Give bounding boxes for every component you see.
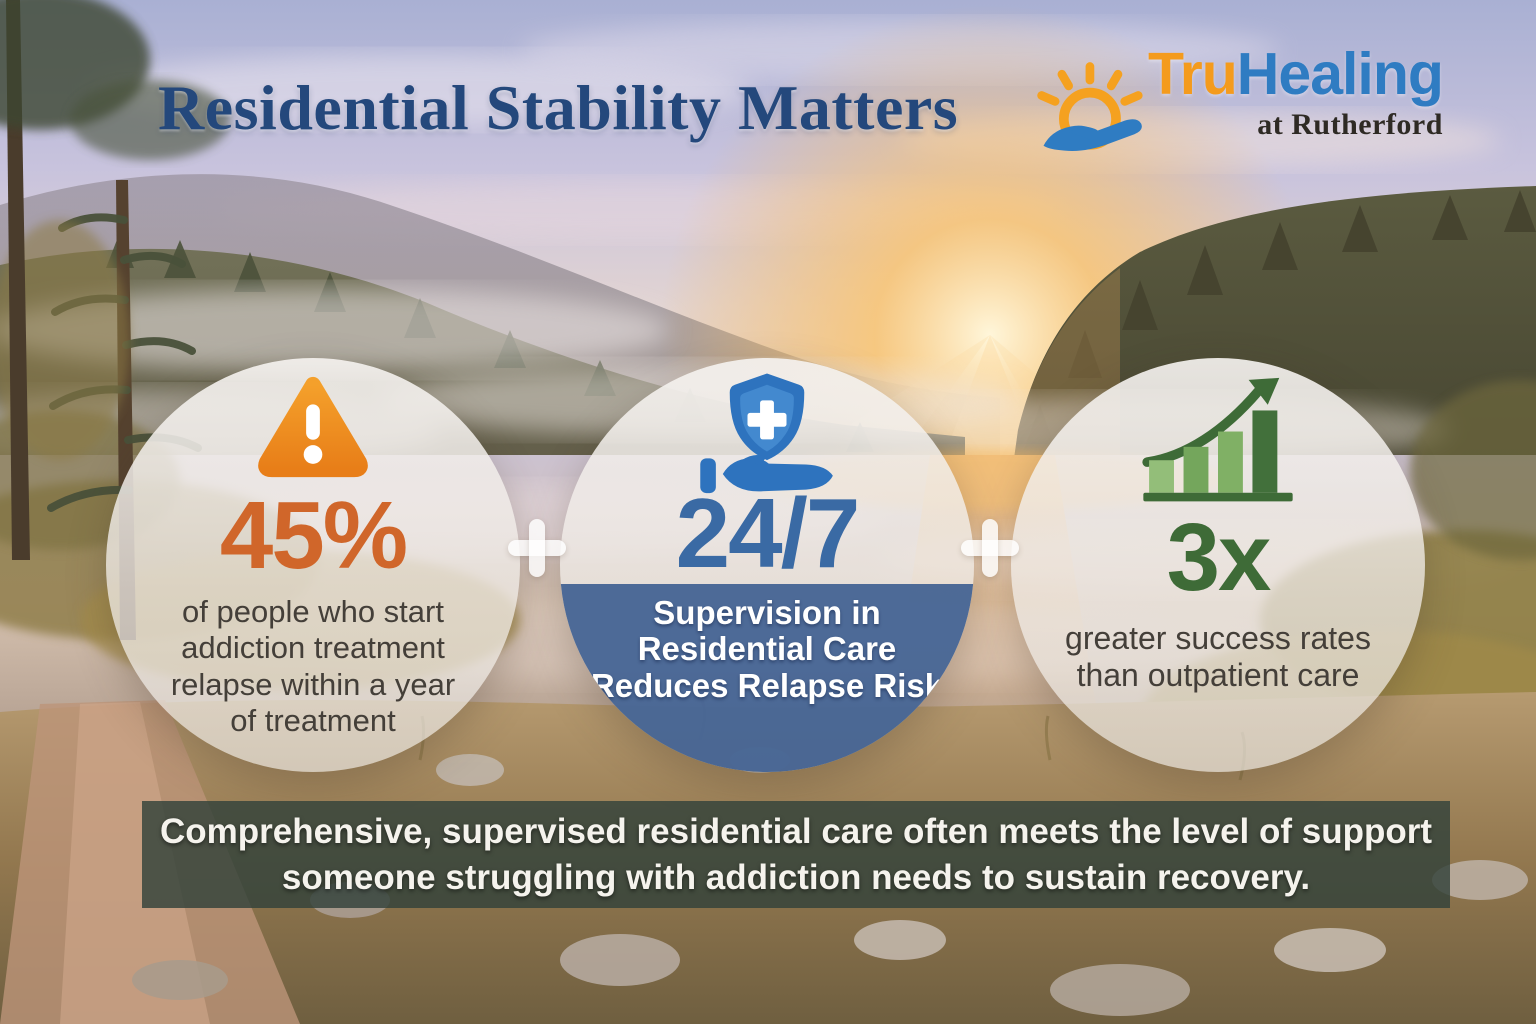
summary-banner: Comprehensive, supervised residential ca…: [142, 801, 1450, 908]
warning-triangle-icon: [258, 376, 368, 478]
stat-value: 45%: [219, 482, 408, 589]
stat-description: Supervision in Residential Care Reduces …: [590, 594, 944, 704]
shield-cross-hand-icon: [700, 373, 833, 494]
stat-band: Supervision in Residential Care Reduces …: [560, 584, 974, 772]
brand-subtitle: at Rutherford: [1257, 107, 1443, 141]
brand-prefix: Tru: [1148, 41, 1238, 107]
page-title: Residential Stability Matters: [158, 72, 959, 143]
brand-name: TruHealing: [1148, 41, 1444, 107]
stat-value: 24/7: [675, 478, 861, 588]
stat-circle-success: 3x greater success rates than outpatient…: [1011, 358, 1425, 772]
plus-icon: [961, 519, 1019, 577]
stat-value: 3x: [1166, 504, 1272, 611]
stat-circle-relapse: 45% of people who start addiction treatm…: [106, 358, 520, 772]
stat-circle-supervision: Supervision in Residential Care Reduces …: [560, 358, 974, 772]
stat-description: greater success rates than outpatient ca…: [1065, 620, 1371, 694]
brand-suffix: Healing: [1236, 41, 1444, 107]
sun-hand-logo-icon: [1037, 62, 1143, 151]
summary-text: Comprehensive, supervised residential ca…: [159, 812, 1433, 897]
growth-arrow-chart-icon: [1142, 377, 1293, 502]
plus-icon: [508, 519, 566, 577]
brand-logo: TruHealing at Rutherford: [1030, 41, 1444, 170]
stat-description: of people who start addiction treatment …: [170, 594, 456, 738]
